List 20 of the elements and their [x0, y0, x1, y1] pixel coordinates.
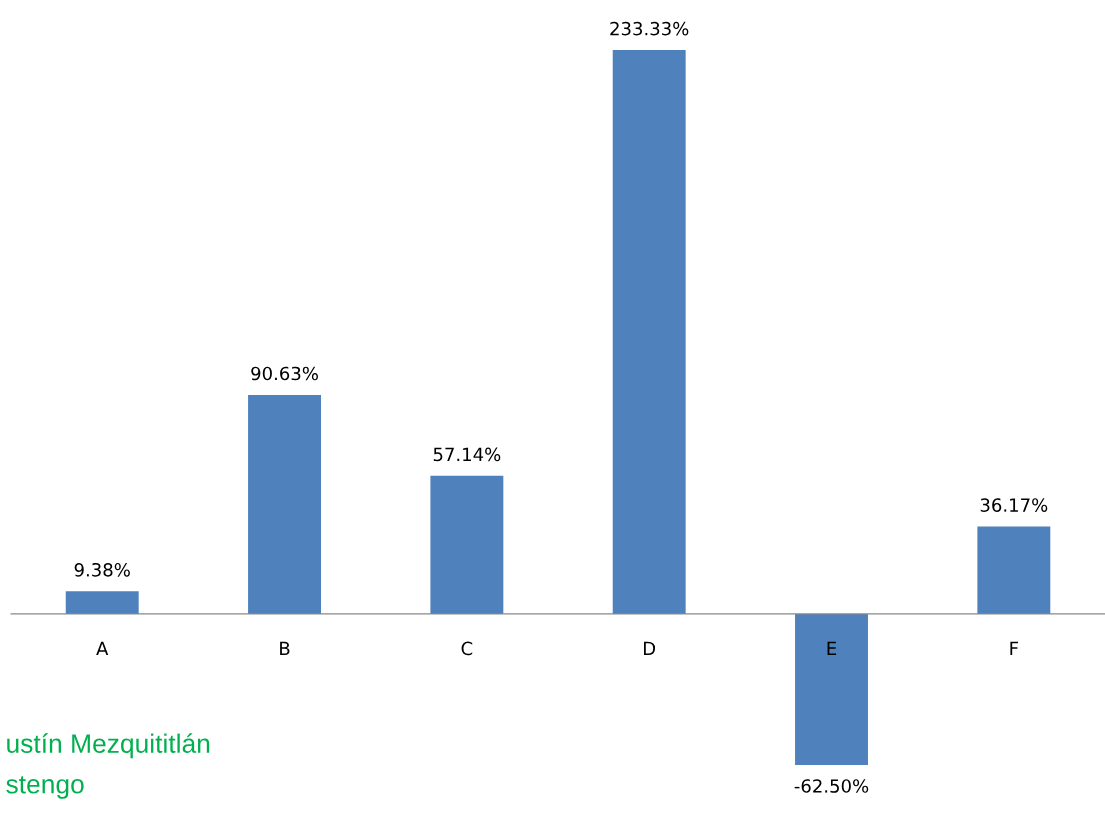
- text: stengo: [6, 776, 84, 799]
- bar: [248, 394, 321, 614]
- x-tick-label: F: [1010, 641, 1018, 656]
- data-label: -62.50%: [794, 779, 869, 793]
- data-label: 233.33%: [610, 21, 689, 36]
- x-tick-label: E: [827, 641, 837, 656]
- x-tick-label: B: [280, 641, 290, 656]
- x-tick-label: C: [461, 641, 473, 656]
- x-tick-label: D: [644, 641, 656, 656]
- data-label: 57.14%: [433, 447, 501, 462]
- bar: [795, 613, 868, 765]
- bar: [612, 50, 686, 614]
- data-label: 90.63%: [251, 366, 318, 381]
- bar: [977, 526, 1051, 614]
- x-tick-label: A: [96, 641, 109, 656]
- data-label: 9.38%: [74, 562, 130, 577]
- bar: [65, 591, 139, 614]
- bar: [430, 475, 504, 614]
- annotation: ustín Mezquititlán: [7, 733, 210, 759]
- data-label: 36.17%: [980, 498, 1048, 512]
